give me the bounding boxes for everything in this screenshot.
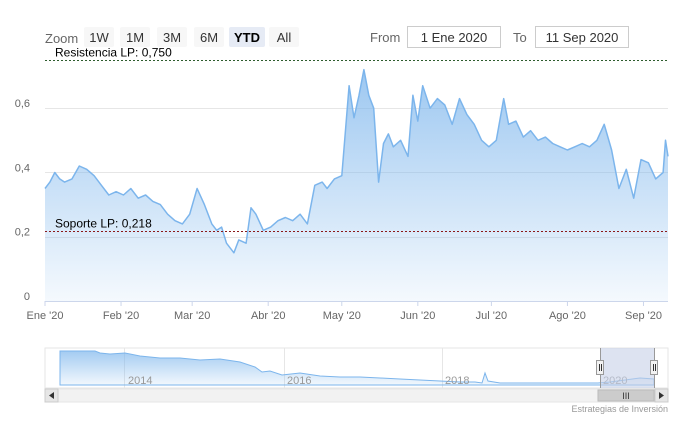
series-area-fill [45, 69, 668, 301]
navigator-series [59, 350, 655, 386]
scrollbar[interactable]: III [44, 388, 669, 403]
x-tick-label: Jun '20 [400, 310, 435, 322]
zoom-label: Zoom [45, 31, 78, 46]
series-area [44, 68, 669, 301]
x-tick-label: Sep '20 [625, 310, 662, 322]
arrow-left-icon [49, 392, 54, 399]
navigator-selection-mask[interactable] [600, 348, 655, 388]
y-axis: 0 0,2 0,4 0,6 [15, 98, 30, 303]
x-tick-label: Abr '20 [251, 310, 286, 322]
plot-lines: Resistencia LP: 0,750 Soporte LP: 0,218 [45, 46, 668, 232]
range-button-all-label: All [277, 30, 292, 45]
x-tick-label: May '20 [323, 310, 361, 322]
range-button-ytd[interactable]: YTD [229, 27, 265, 47]
range-button-1m[interactable]: 1M [120, 27, 150, 47]
x-tick-label: Feb '20 [103, 310, 139, 322]
range-button-6m[interactable]: 6M [194, 27, 224, 47]
to-label: To [513, 30, 527, 45]
from-date-input[interactable]: 1 Ene 2020 [407, 26, 501, 48]
chart-credits: Estrategias de Inversión [571, 404, 668, 414]
range-button-3m-label: 3M [163, 30, 181, 45]
x-tick-label: Mar '20 [174, 310, 210, 322]
navigator-label-2018: 2018 [445, 375, 469, 387]
plot-line-label: Soporte LP: 0,218 [55, 217, 152, 231]
navigator-label-2014: 2014 [128, 375, 152, 387]
to-date-input[interactable]: 11 Sep 2020 [535, 26, 629, 48]
range-button-1m-label: 1M [126, 30, 144, 45]
y-tick-label: 0 [24, 291, 30, 303]
scroll-right-button[interactable] [654, 388, 669, 403]
series-line [44, 68, 669, 254]
scrollbar-thumb[interactable] [597, 389, 655, 402]
range-button-ytd-label: YTD [234, 30, 260, 45]
navigator-handle-right[interactable] [650, 360, 658, 375]
navigator[interactable]: 2014 2016 2018 2020 [44, 347, 669, 389]
arrow-right-icon [659, 392, 664, 399]
x-tick-label: Ene '20 [27, 310, 64, 322]
scrollbar-track[interactable] [44, 388, 669, 403]
range-button-3m[interactable]: 3M [157, 27, 187, 47]
navigator-handle-left[interactable] [596, 360, 604, 375]
range-button-1w[interactable]: 1W [84, 27, 114, 47]
from-label: From [370, 30, 400, 45]
to-date-value: 11 Sep 2020 [546, 30, 619, 45]
y-tick-label: 0,2 [15, 227, 30, 239]
x-tick-label: Jul '20 [476, 310, 507, 322]
x-axis: Ene '20 Feb '20 Mar '20 Abr '20 May '20 Jun '… [27, 301, 668, 322]
y-tick-label: 0,4 [15, 162, 30, 174]
from-date-value: 1 Ene 2020 [421, 30, 488, 45]
scroll-left-button[interactable] [44, 388, 59, 403]
x-tick-label: Ago '20 [549, 310, 586, 322]
scrollbar-thumb-grip: III [622, 391, 630, 401]
navigator-label-2016: 2016 [287, 375, 311, 387]
plot-line-label: Resistencia LP: 0,750 [55, 46, 172, 60]
range-button-1w-label: 1W [89, 30, 109, 45]
y-tick-label: 0,6 [15, 98, 30, 110]
range-button-6m-label: 6M [200, 30, 218, 45]
range-button-all[interactable]: All [269, 27, 299, 47]
